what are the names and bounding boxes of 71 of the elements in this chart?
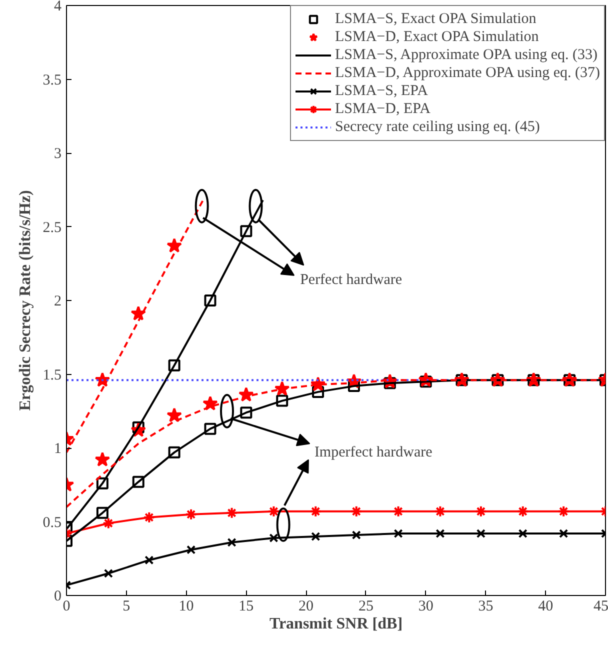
point xyxy=(226,506,238,519)
x-tick-label: 25 xyxy=(358,598,374,614)
point xyxy=(518,529,528,538)
x-axis-title: Transmit SNR [dB] xyxy=(269,616,403,632)
point xyxy=(384,377,396,390)
y-tick-label: 3 xyxy=(54,146,62,162)
y-tick-label: 1.5 xyxy=(42,367,62,384)
point xyxy=(204,294,216,306)
line-series xyxy=(66,199,204,454)
point xyxy=(166,408,182,422)
y-tick-label: 0.5 xyxy=(42,514,62,531)
point xyxy=(144,556,154,565)
point xyxy=(476,529,486,538)
point xyxy=(227,538,236,547)
legend-label: LSMA−S, Exact OPA Simulation xyxy=(335,10,536,28)
point xyxy=(310,505,322,518)
point xyxy=(185,508,198,520)
x-tick-label: 5 xyxy=(122,598,130,614)
point xyxy=(348,380,360,392)
point xyxy=(312,386,324,398)
point xyxy=(420,376,432,388)
point xyxy=(186,545,196,554)
point xyxy=(474,505,487,518)
point xyxy=(104,568,113,578)
point xyxy=(276,394,288,407)
point xyxy=(434,505,446,518)
point xyxy=(394,529,403,538)
point xyxy=(102,517,114,530)
legend-label: LSMA−S, Approximate OPA using eq. (33) xyxy=(335,46,598,64)
x-tick-label: 20 xyxy=(298,598,314,614)
point xyxy=(392,505,404,518)
point xyxy=(350,505,362,518)
point xyxy=(268,505,280,518)
point xyxy=(168,359,180,372)
y-tick-label: 4 xyxy=(54,0,62,14)
point xyxy=(352,530,361,540)
x-tick-label: 45 xyxy=(594,598,608,614)
point xyxy=(269,533,278,543)
point xyxy=(516,505,529,518)
point xyxy=(204,422,216,435)
x-tick-label: 40 xyxy=(538,598,554,614)
point xyxy=(168,446,180,458)
x-tick-label: 35 xyxy=(478,598,494,614)
point xyxy=(96,506,108,519)
legend-label: LSMA−D, EPA xyxy=(335,100,430,118)
y-axis-title: Ergodic Secrecy Rate (bits/s/Hz) xyxy=(16,190,34,411)
point xyxy=(311,532,320,542)
point xyxy=(143,511,156,524)
y-tick-label: 2.5 xyxy=(42,220,62,236)
point xyxy=(558,505,570,518)
point xyxy=(132,421,144,434)
point xyxy=(436,529,445,538)
point xyxy=(94,452,110,466)
x-tick-label: 10 xyxy=(178,598,194,614)
annotation: Perfect hardware xyxy=(300,272,402,288)
point xyxy=(559,529,568,538)
legend-label: Secrecy rate ceiling using eq. (45) xyxy=(335,118,540,136)
annotation: Imperfect hardware xyxy=(314,444,433,460)
y-tick-label: 1 xyxy=(54,441,62,457)
y-tick-label: 0 xyxy=(54,588,62,604)
point xyxy=(240,406,252,419)
point xyxy=(240,225,252,238)
y-tick-label: 2 xyxy=(54,294,62,310)
legend-label: LSMA−D, Approximate OPA using eq. (37) xyxy=(335,64,600,82)
point xyxy=(132,476,144,488)
x-tick-label: 15 xyxy=(238,598,254,614)
y-tick-label: 3.5 xyxy=(42,72,62,88)
legend-label: LSMA−S, EPA xyxy=(335,82,428,100)
point xyxy=(96,477,108,490)
legend-label: LSMA−D, Exact OPA Simulation xyxy=(335,28,539,46)
x-tick-label: 30 xyxy=(418,598,434,614)
